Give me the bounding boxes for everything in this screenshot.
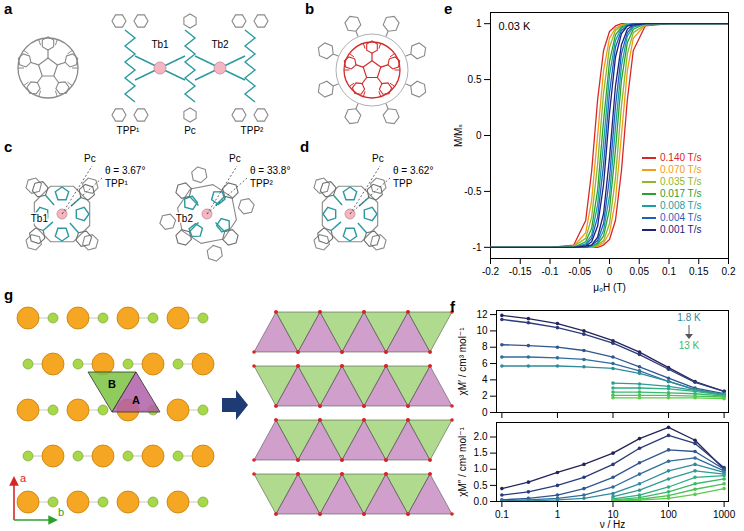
svg-text:-0.05: -0.05 (568, 266, 591, 277)
html-text:1.8 K: 1.8 K (677, 312, 701, 323)
svg-text:0.0: 0.0 (474, 496, 488, 507)
html-text:0.008 T/s: 0.008 T/s (660, 200, 702, 211)
svg-text:0.1: 0.1 (662, 266, 676, 277)
svg-text:12: 12 (476, 309, 488, 320)
svg-text:Tb1: Tb1 (31, 213, 49, 224)
svg-text:8: 8 (482, 341, 488, 352)
svg-text:-1: -1 (473, 242, 482, 253)
html-text:0.035 T/s: 0.035 T/s (660, 176, 702, 187)
svg-text:0.05: 0.05 (630, 266, 650, 277)
svg-text:1.5: 1.5 (474, 447, 488, 458)
svg-text:2: 2 (482, 390, 488, 401)
svg-text:c: c (4, 138, 12, 155)
svg-text:a: a (20, 472, 27, 484)
html-text:0.017 T/s: 0.017 T/s (660, 188, 702, 199)
svg-text:10: 10 (607, 508, 619, 520)
svg-text:1: 1 (555, 509, 561, 520)
svg-text:Pc: Pc (229, 153, 241, 164)
svg-text:1: 1 (476, 18, 482, 29)
svg-text:4: 4 (482, 374, 488, 385)
svg-text:10: 10 (476, 325, 488, 336)
svg-text:b: b (305, 0, 314, 17)
svg-text:a: a (4, 0, 13, 17)
svg-text:0.03 K: 0.03 K (499, 20, 531, 32)
html-text:0.004 T/s: 0.004 T/s (660, 212, 702, 223)
svg-text:d: d (300, 138, 309, 155)
svg-text:M/Mₛ: M/Mₛ (453, 124, 464, 147)
svg-text:TPP²: TPP² (250, 178, 273, 189)
svg-text:-0.2: -0.2 (482, 266, 500, 277)
svg-text:Pc: Pc (184, 125, 196, 136)
svg-text:100: 100 (660, 509, 677, 520)
svg-text:χM′ / cm³ mol⁻¹: χM′ / cm³ mol⁻¹ (457, 327, 468, 396)
svg-text:ν / Hz: ν / Hz (600, 519, 626, 530)
svg-text:0.5: 0.5 (474, 480, 488, 491)
svg-text:B: B (108, 378, 116, 390)
svg-text:0.1: 0.1 (495, 509, 509, 520)
svg-text:2.0: 2.0 (474, 431, 488, 442)
html-text:e: e (444, 0, 453, 17)
svg-text:Tb2: Tb2 (211, 39, 229, 50)
html-text:0.140 T/s: 0.140 T/s (660, 152, 702, 163)
svg-text:-0.5: -0.5 (464, 186, 482, 197)
svg-text:0.5: 0.5 (468, 74, 482, 85)
svg-text:0.15: 0.15 (689, 266, 709, 277)
svg-text:Tb1: Tb1 (151, 39, 169, 50)
svg-text:θ = 33.8°: θ = 33.8° (250, 165, 290, 176)
svg-text:1.0: 1.0 (474, 463, 488, 474)
svg-text:μ₀H (T): μ₀H (T) (593, 282, 626, 293)
svg-text:TPP¹: TPP¹ (105, 178, 128, 189)
html-text:f: f (450, 298, 455, 315)
svg-text:b: b (58, 506, 64, 518)
svg-text:χM″ / cm³ mol⁻¹: χM″ / cm³ mol⁻¹ (457, 427, 468, 497)
svg-text:Tb2: Tb2 (176, 213, 194, 224)
svg-text:θ = 3.62°: θ = 3.62° (393, 165, 433, 176)
svg-text:0: 0 (607, 266, 613, 277)
svg-text:-0.15: -0.15 (509, 266, 532, 277)
svg-text:0: 0 (476, 130, 482, 141)
svg-text:0.2: 0.2 (722, 266, 736, 277)
svg-text:A: A (132, 394, 140, 406)
html-text:13 K: 13 K (678, 340, 700, 351)
svg-text:g: g (4, 286, 13, 303)
html-text:0.070 T/s: 0.070 T/s (660, 164, 702, 175)
svg-text:-0.1: -0.1 (541, 266, 559, 277)
svg-text:1000: 1000 (713, 509, 736, 520)
svg-text:0: 0 (482, 407, 488, 418)
svg-text:θ = 3.67°: θ = 3.67° (105, 165, 145, 176)
svg-text:TPP: TPP (393, 178, 413, 189)
svg-text:Pc: Pc (372, 153, 384, 164)
svg-text:Pc: Pc (84, 153, 96, 164)
svg-text:TPP¹: TPP¹ (117, 125, 140, 136)
svg-text:TPP²: TPP² (241, 125, 264, 136)
svg-text:6: 6 (482, 358, 488, 369)
html-text:0.001 T/s: 0.001 T/s (660, 224, 702, 235)
